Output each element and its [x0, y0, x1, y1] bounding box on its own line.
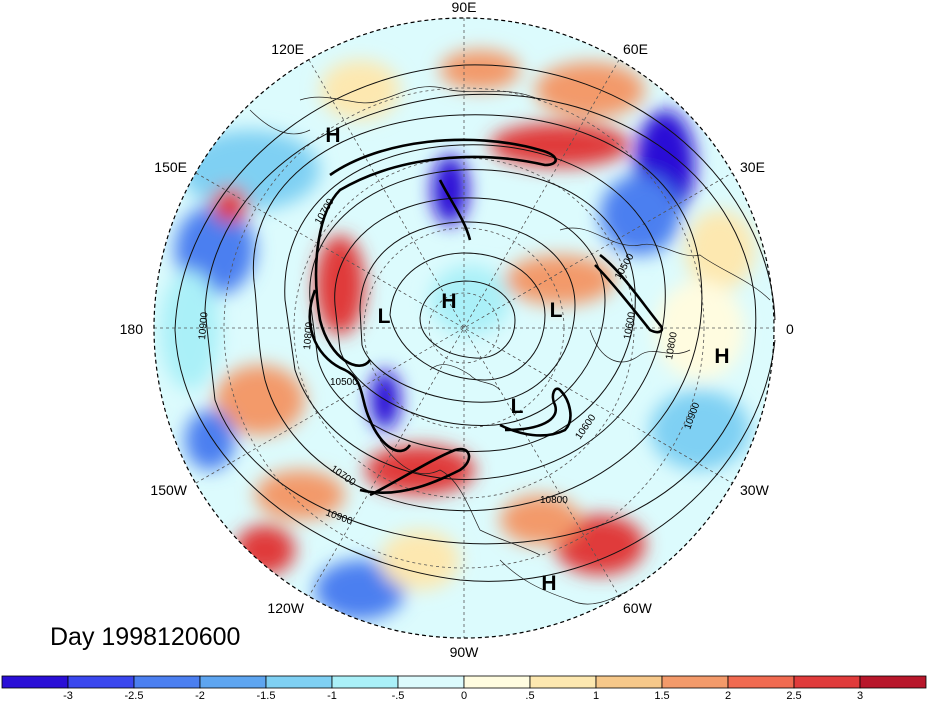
- high-pressure-marker: H: [325, 124, 340, 147]
- high-pressure-marker: H: [714, 345, 729, 368]
- colorbar-tick-label: -.5: [392, 690, 405, 702]
- colorbar-tick-label: -2: [195, 690, 205, 702]
- longitude-label: 30E: [740, 159, 765, 175]
- colorbar-swatch: [529, 675, 597, 689]
- colorbar-swatch: [199, 675, 267, 689]
- colorbar-swatch: [793, 675, 861, 689]
- colorbar-swatch: [463, 675, 531, 689]
- colorbar-tick-label: -1.5: [257, 690, 276, 702]
- longitude-label: 150W: [150, 482, 187, 498]
- low-pressure-marker: L: [550, 299, 563, 322]
- map-border: [153, 17, 775, 639]
- colorbar-swatch: [595, 675, 663, 689]
- contour-label: 10900: [197, 311, 210, 340]
- colorbar-swatch: [1, 675, 69, 689]
- colorbar-swatch: [331, 675, 399, 689]
- colorbar-tick-label: 2: [725, 690, 731, 702]
- colorbar-tick-label: -3: [63, 690, 73, 702]
- longitude-label: 120E: [271, 41, 304, 57]
- anomaly-field: [154, 18, 774, 638]
- longitude-label: 180: [120, 321, 144, 337]
- colorbar: -3 -2.5 -2 -1.5 -1 -.5 0 .5 1 1.5 2 2.5 3: [1, 675, 927, 702]
- colorbar-tick-label: 0: [461, 690, 467, 702]
- longitude-label-group: 90E 60E 30E 0 30W 60W 90W 120W 150W 180 …: [120, 0, 794, 660]
- longitude-label: 0: [786, 321, 794, 337]
- date-title: Day 1998120600: [50, 623, 240, 651]
- field-blobs: [160, 50, 755, 620]
- contour-label: 10800: [540, 495, 568, 506]
- low-pressure-marker: L: [378, 305, 391, 328]
- colorbar-swatch: [265, 675, 333, 689]
- height-contours: [174, 64, 776, 582]
- colorbar-tick-label: -2.5: [125, 690, 144, 702]
- low-pressure-marker: L: [511, 395, 524, 418]
- colorbar-tick-label: .5: [525, 690, 534, 702]
- contour-label: 10600: [622, 311, 638, 341]
- longitude-label: 60W: [623, 600, 653, 616]
- coastlines: [249, 86, 771, 605]
- contour-label: 10500: [330, 377, 358, 388]
- colorbar-tick-label: 3: [857, 690, 863, 702]
- colorbar-tick-label: -1: [327, 690, 337, 702]
- colorbar-tick-label: 1.5: [654, 690, 669, 702]
- jet-contours: [308, 138, 664, 497]
- colorbar-tick-label: 2.5: [786, 690, 801, 702]
- colorbar-swatch: [727, 675, 795, 689]
- high-pressure-marker: H: [541, 572, 556, 595]
- colorbar-swatch: [133, 675, 201, 689]
- contour-label: 10800: [302, 321, 315, 350]
- pressure-marker-group: H H L H L L H: [325, 124, 729, 595]
- contour-label: 10800: [664, 331, 680, 361]
- longitude-label: 90W: [450, 644, 480, 660]
- colorbar-swatch: [661, 675, 729, 689]
- colorbar-swatch: [397, 675, 465, 689]
- longitude-label: 60E: [623, 41, 648, 57]
- colorbar-tick-label: 1: [593, 690, 599, 702]
- longitude-label: 150E: [154, 159, 187, 175]
- longitude-label: 90E: [452, 0, 477, 15]
- longitude-label: 120W: [267, 600, 304, 616]
- colorbar-swatch: [859, 675, 927, 689]
- longitude-label: 30W: [740, 482, 770, 498]
- colorbar-swatch: [67, 675, 135, 689]
- high-pressure-marker: H: [441, 290, 456, 313]
